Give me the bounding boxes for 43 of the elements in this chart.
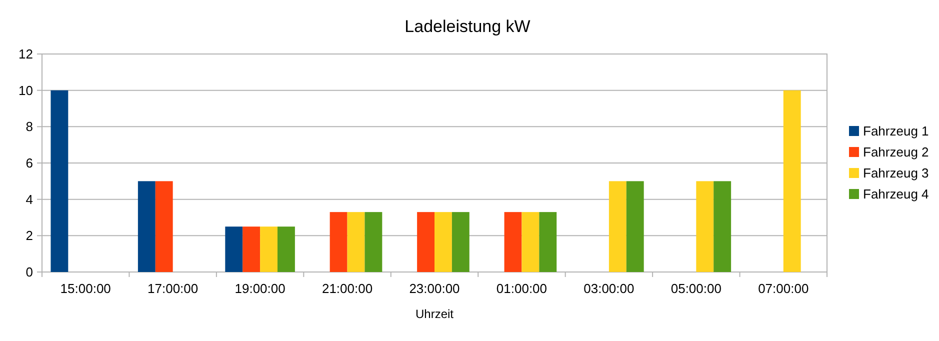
bar: [522, 212, 540, 272]
legend-label: Fahrzeug 3: [863, 166, 929, 181]
y-tick-label: 10: [18, 82, 33, 98]
x-tick-label: 17:00:00: [148, 281, 198, 296]
bar: [539, 212, 557, 272]
bar: [155, 181, 173, 272]
x-tick-label: 07:00:00: [758, 281, 809, 296]
y-tick-label: 2: [26, 228, 33, 244]
chart-title: Ladeleistung kW: [404, 17, 530, 36]
x-tick-label: 21:00:00: [322, 281, 373, 296]
bar: [364, 212, 382, 272]
bar: [260, 226, 278, 272]
x-tick-label: 15:00:00: [60, 281, 111, 296]
bar: [452, 212, 470, 272]
y-tick-label: 0: [26, 264, 33, 280]
legend-label: Fahrzeug 1: [863, 124, 929, 139]
x-tick-label: 03:00:00: [584, 281, 634, 296]
bar: [278, 226, 295, 272]
legend-label: Fahrzeug 2: [863, 144, 929, 160]
bar: [347, 212, 365, 272]
bar: [714, 181, 732, 272]
bar: [608, 181, 626, 272]
y-tick-label: 4: [26, 192, 33, 207]
legend-label: Fahrzeug 4: [863, 186, 929, 202]
bar: [434, 212, 452, 272]
bar: [417, 212, 434, 272]
bar: [138, 181, 156, 272]
bar: [242, 226, 260, 272]
bar: [626, 181, 644, 272]
bar: [783, 90, 801, 272]
bar: [330, 212, 348, 272]
y-tick-label: 12: [18, 46, 33, 62]
x-tick-label: 01:00:00: [496, 281, 548, 296]
y-tick-label: 6: [26, 156, 33, 171]
x-axis-title: Uhrzeit: [415, 307, 454, 321]
bar: [504, 212, 522, 272]
x-tick-label: 23:00:00: [409, 281, 460, 296]
bar: [696, 181, 714, 272]
bar: [225, 226, 243, 272]
y-tick-label: 8: [26, 119, 33, 134]
x-tick-label: 19:00:00: [234, 281, 286, 296]
x-tick-label: 05:00:00: [670, 281, 722, 296]
bar: [50, 90, 68, 272]
